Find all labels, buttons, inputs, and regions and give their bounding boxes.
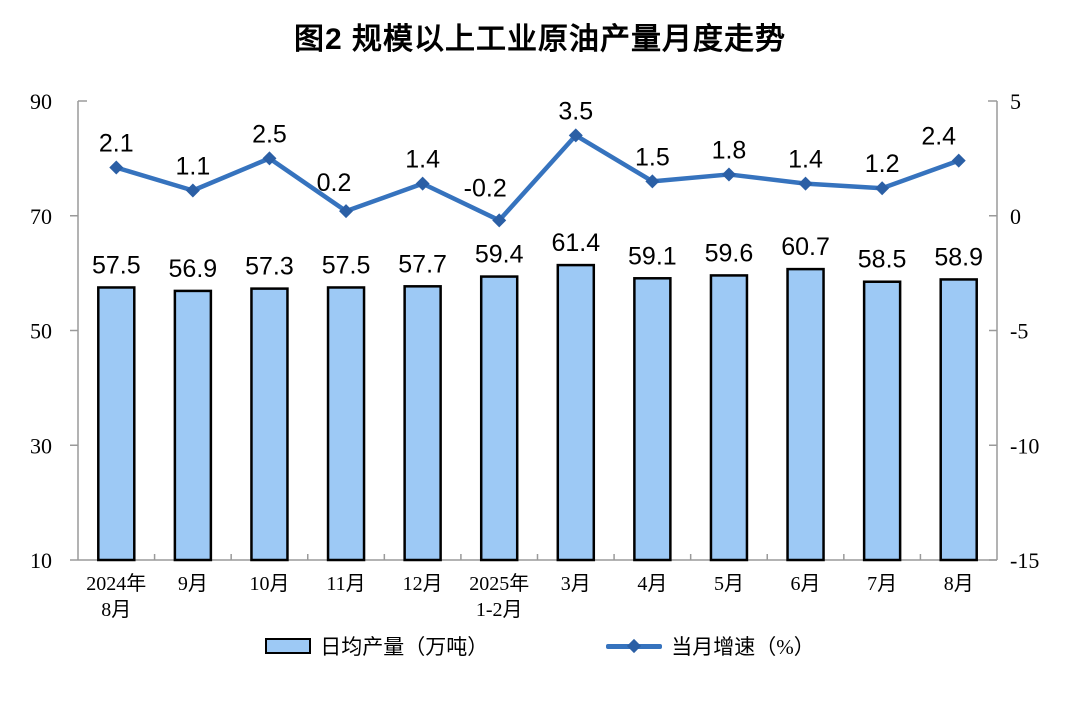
line-data-label: 2.1 xyxy=(99,130,134,158)
legend-label-daily-output: 日均产量（万吨） xyxy=(320,635,489,659)
diamond-marker-icon xyxy=(568,128,583,143)
diamond-marker-icon xyxy=(415,176,430,191)
bar-daily-output xyxy=(633,277,672,562)
x-axis-category-label: 9月 xyxy=(178,573,208,595)
diamond-marker-icon xyxy=(798,176,813,191)
bar-data-label: 57.3 xyxy=(245,253,294,281)
line-data-label: -0.2 xyxy=(464,174,507,202)
line-data-label: 1.2 xyxy=(865,150,900,178)
bar-daily-output xyxy=(862,280,902,562)
x-axis-category-label: 6月 xyxy=(791,573,821,595)
legend-label-growth-rate: 当月增速（%） xyxy=(671,635,815,659)
diamond-marker-icon xyxy=(262,151,277,166)
x-axis-category-label: 1-2月 xyxy=(476,599,523,621)
x-axis-category-label: 3月 xyxy=(561,573,591,595)
x-axis-category-label: 11月 xyxy=(326,573,365,595)
diamond-marker-icon xyxy=(721,167,736,182)
line-data-label: 1.4 xyxy=(405,146,440,174)
line-data-label: 0.2 xyxy=(317,169,352,197)
bar-data-label: 59.1 xyxy=(628,242,677,270)
right-axis-tick-label: 5 xyxy=(1010,89,1021,114)
legend-item-daily-output: 日均产量（万吨） xyxy=(265,631,488,661)
line-data-label: 3.5 xyxy=(558,97,593,125)
bar-data-label: 59.6 xyxy=(705,239,754,267)
diamond-marker-icon xyxy=(875,181,890,196)
bar-data-label: 56.9 xyxy=(169,255,218,283)
bar-data-label: 60.7 xyxy=(781,233,830,261)
bar-daily-output xyxy=(173,289,213,562)
x-axis-category-label: 2024年 xyxy=(86,572,146,595)
left-axis-tick-label: 10 xyxy=(30,548,52,573)
bar-daily-output xyxy=(556,263,596,562)
bar-data-label: 58.9 xyxy=(934,243,983,271)
bar-daily-output xyxy=(97,286,136,562)
line-data-label: 1.4 xyxy=(788,146,823,174)
bar-data-label: 61.4 xyxy=(551,229,600,257)
growth-rate-line xyxy=(115,133,960,223)
bar-data-label: 57.5 xyxy=(322,251,371,279)
bar-daily-output xyxy=(326,286,366,562)
line-data-label: 2.5 xyxy=(252,120,287,148)
left-axis-tick-label: 50 xyxy=(30,319,52,344)
diamond-marker-icon xyxy=(951,153,966,168)
right-axis-tick-label: -10 xyxy=(1010,433,1039,458)
legend-item-growth-rate: 当月增速（%） xyxy=(606,631,815,661)
x-axis-category-label: 12月 xyxy=(403,573,443,595)
bar-daily-output xyxy=(403,285,442,562)
line-data-label: 1.8 xyxy=(712,136,747,164)
bar-daily-output xyxy=(786,267,825,562)
x-axis-category-label: 4月 xyxy=(637,573,667,595)
bar-daily-output xyxy=(479,275,519,562)
diamond-marker-icon xyxy=(339,204,354,219)
line-data-label: 2.4 xyxy=(921,123,956,151)
x-axis-category-label: 5月 xyxy=(714,573,744,595)
x-axis-category-label: 8月 xyxy=(101,599,131,621)
x-axis-category-label: 10月 xyxy=(249,573,289,595)
x-axis-category-label: 7月 xyxy=(867,573,897,595)
chart-title: 图2 规模以上工业原油产量月度走势 xyxy=(293,23,787,56)
diamond-marker-icon xyxy=(109,160,124,175)
bar-daily-output xyxy=(250,287,289,562)
bar-data-label: 57.5 xyxy=(92,251,141,279)
line-data-label: 1.5 xyxy=(635,143,670,171)
x-axis-category-label: 2025年 xyxy=(469,572,529,595)
diamond-marker-icon xyxy=(645,174,660,189)
bar-daily-output xyxy=(709,274,749,562)
right-axis-tick-label: -5 xyxy=(1010,319,1028,344)
bar-data-label: 58.5 xyxy=(858,246,907,274)
bar-data-label: 59.4 xyxy=(475,241,524,269)
left-axis-tick-label: 30 xyxy=(30,433,52,458)
diamond-marker-icon xyxy=(492,213,507,228)
bar-swatch-icon xyxy=(265,638,312,654)
line-data-label: 1.1 xyxy=(175,153,210,181)
legend: 日均产量（万吨） 当月增速（%） xyxy=(0,631,1080,661)
diamond-marker-icon xyxy=(185,183,200,198)
right-axis-tick-label: 0 xyxy=(1010,204,1021,229)
diamond-marker-icon xyxy=(627,638,642,654)
bar-data-label: 57.7 xyxy=(398,250,447,278)
line-swatch-icon xyxy=(606,638,663,654)
right-axis-tick-label: -15 xyxy=(1010,548,1039,573)
x-axis-category-label: 8月 xyxy=(944,573,974,595)
bar-daily-output xyxy=(939,278,978,562)
left-axis-tick-label: 70 xyxy=(30,204,52,229)
left-axis-tick-label: 90 xyxy=(30,89,52,114)
